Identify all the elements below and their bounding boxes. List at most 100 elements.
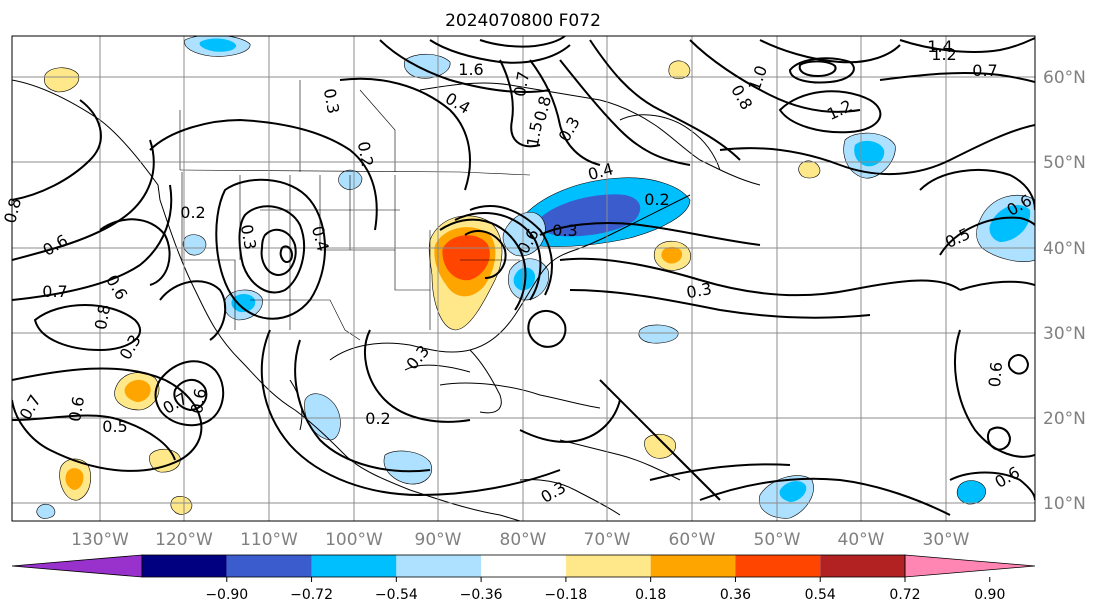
contour-line [559, 59, 691, 166]
contour-label: 0.2 [180, 203, 205, 222]
negative-anomaly-small-6 [182, 234, 207, 256]
contour-line [879, 71, 1035, 83]
colorbar-tick-label: 0.36 [720, 587, 751, 603]
contour-line [529, 59, 601, 166]
colorbar-frame [141, 554, 906, 578]
latitude-tick-label: 40°N [1043, 239, 1086, 259]
latitude-tick-label: 20°N [1043, 409, 1086, 429]
contour-line [238, 205, 305, 294]
colorbar-segment [481, 555, 566, 577]
contour-label: 0.8 [91, 303, 114, 331]
contour-line [339, 77, 471, 191]
colorbar-segment [396, 555, 482, 577]
longitude-tick-label: 90°W [415, 530, 462, 550]
latitude-tick-label: 30°N [1043, 324, 1086, 344]
contour-line [959, 280, 1035, 291]
contour-label: 0.2 [354, 140, 377, 168]
contour-label: 0.7 [42, 282, 67, 301]
longitude-tick-label: 40°W [838, 530, 885, 550]
contour-line [33, 304, 142, 352]
contour-line [173, 379, 208, 412]
positive-anomaly-central-red [442, 235, 490, 281]
longitude-tick-label: 80°W [500, 530, 547, 550]
contour-line [469, 205, 553, 296]
colorbar-segment [142, 555, 227, 577]
longitude-tick-label: 120°W [155, 530, 213, 550]
contour-line [364, 329, 471, 423]
colorbar-tick-label: −0.90 [205, 587, 248, 603]
negative-anomaly-hudson [403, 53, 451, 79]
contour-line [986, 426, 1012, 451]
contour-label: 0.2 [644, 190, 669, 209]
contour-line [649, 463, 791, 481]
contour-line [215, 178, 326, 320]
colorbar-segment [820, 555, 905, 577]
positive-anomaly-small-1 [668, 60, 691, 80]
colorbar-tick-label: −0.72 [290, 587, 333, 603]
colorbar-tick-label: 0.90 [974, 587, 1005, 603]
colorbar-segment [226, 555, 312, 577]
latitude-tick-label: 50°N [1043, 153, 1086, 173]
positive-anomaly-small-3 [170, 496, 193, 515]
contour-line [439, 218, 527, 311]
contour-line [798, 60, 837, 78]
negative-anomaly-east-atl-core [989, 205, 1031, 242]
positive-anomaly-caribbean [644, 433, 676, 459]
contour-label: 0.7 [510, 70, 533, 98]
longitude-tick-label: 70°W [584, 530, 631, 550]
negative-anomaly-rockies-core [231, 294, 256, 313]
contour-label: 0.3 [320, 87, 343, 115]
contour-line [159, 280, 227, 341]
positive-anomaly-alaska [43, 67, 80, 93]
colorbar-tick-label: 0.72 [889, 587, 920, 603]
colorbar-segment [650, 555, 736, 577]
contour-line [899, 37, 1035, 53]
contour-line [12, 184, 173, 301]
contour-line [499, 59, 541, 148]
contour-label: 1.2 [931, 45, 956, 64]
colorbar-tick-label: 0.54 [805, 587, 836, 603]
contour-label: 0.6 [985, 361, 1006, 388]
contour-line [569, 289, 871, 319]
contour-line [527, 310, 567, 348]
contour-line [12, 414, 176, 461]
contour-line [778, 90, 882, 134]
colorbar-tick-label: 0.18 [635, 587, 666, 603]
colorbar-tick-label: −0.18 [544, 587, 587, 603]
positive-anomaly-pacific-2-core [65, 468, 84, 490]
longitude-tick-label: 100°W [325, 530, 383, 550]
contour-line [539, 222, 761, 246]
negative-anomaly-small-4 [638, 324, 679, 344]
contour-line [260, 329, 561, 497]
longitude-tick-label: 60°W [669, 530, 716, 550]
contour-label: 0.3 [685, 279, 713, 302]
negative-anomaly-tropical-atl-core [779, 481, 807, 502]
contour-label: 0.3 [552, 221, 577, 240]
contour-line [99, 218, 171, 286]
contour-line [464, 230, 507, 279]
contour-label: 1.6 [458, 60, 483, 79]
colorbar: −0.90 −0.72 −0.54 −0.36 −0.18 0.18 0.36 0.54 0.7… [11, 554, 1036, 603]
longitude-tick-label: 110°W [240, 530, 298, 550]
contour-label: 0.3 [237, 223, 260, 251]
contour-line [559, 257, 961, 297]
map-frame [11, 35, 1036, 522]
contour-line [1007, 354, 1030, 375]
negative-anomaly-mid-atl-core [854, 140, 885, 167]
colorbar-segment [565, 555, 651, 577]
contour-line [788, 57, 855, 84]
contour-line [279, 245, 294, 264]
negative-anomaly-np-core [199, 38, 237, 52]
colorbar-extend-high [904, 554, 1036, 578]
positive-anomaly-small-2 [798, 160, 821, 179]
contour-line [454, 211, 542, 301]
contour-line [149, 118, 378, 231]
colorbar-segment [735, 555, 821, 577]
negative-anomaly-ne-core [538, 194, 641, 237]
contour-line [939, 216, 1035, 256]
map-panel: 0.80.60.70.80.60.30.7 0.60.50.20.3 0.40.20… [0, 35, 1036, 522]
positive-anomaly-pacific-1-core [124, 379, 151, 402]
contour-line [949, 471, 1035, 501]
contour-line [759, 39, 901, 64]
